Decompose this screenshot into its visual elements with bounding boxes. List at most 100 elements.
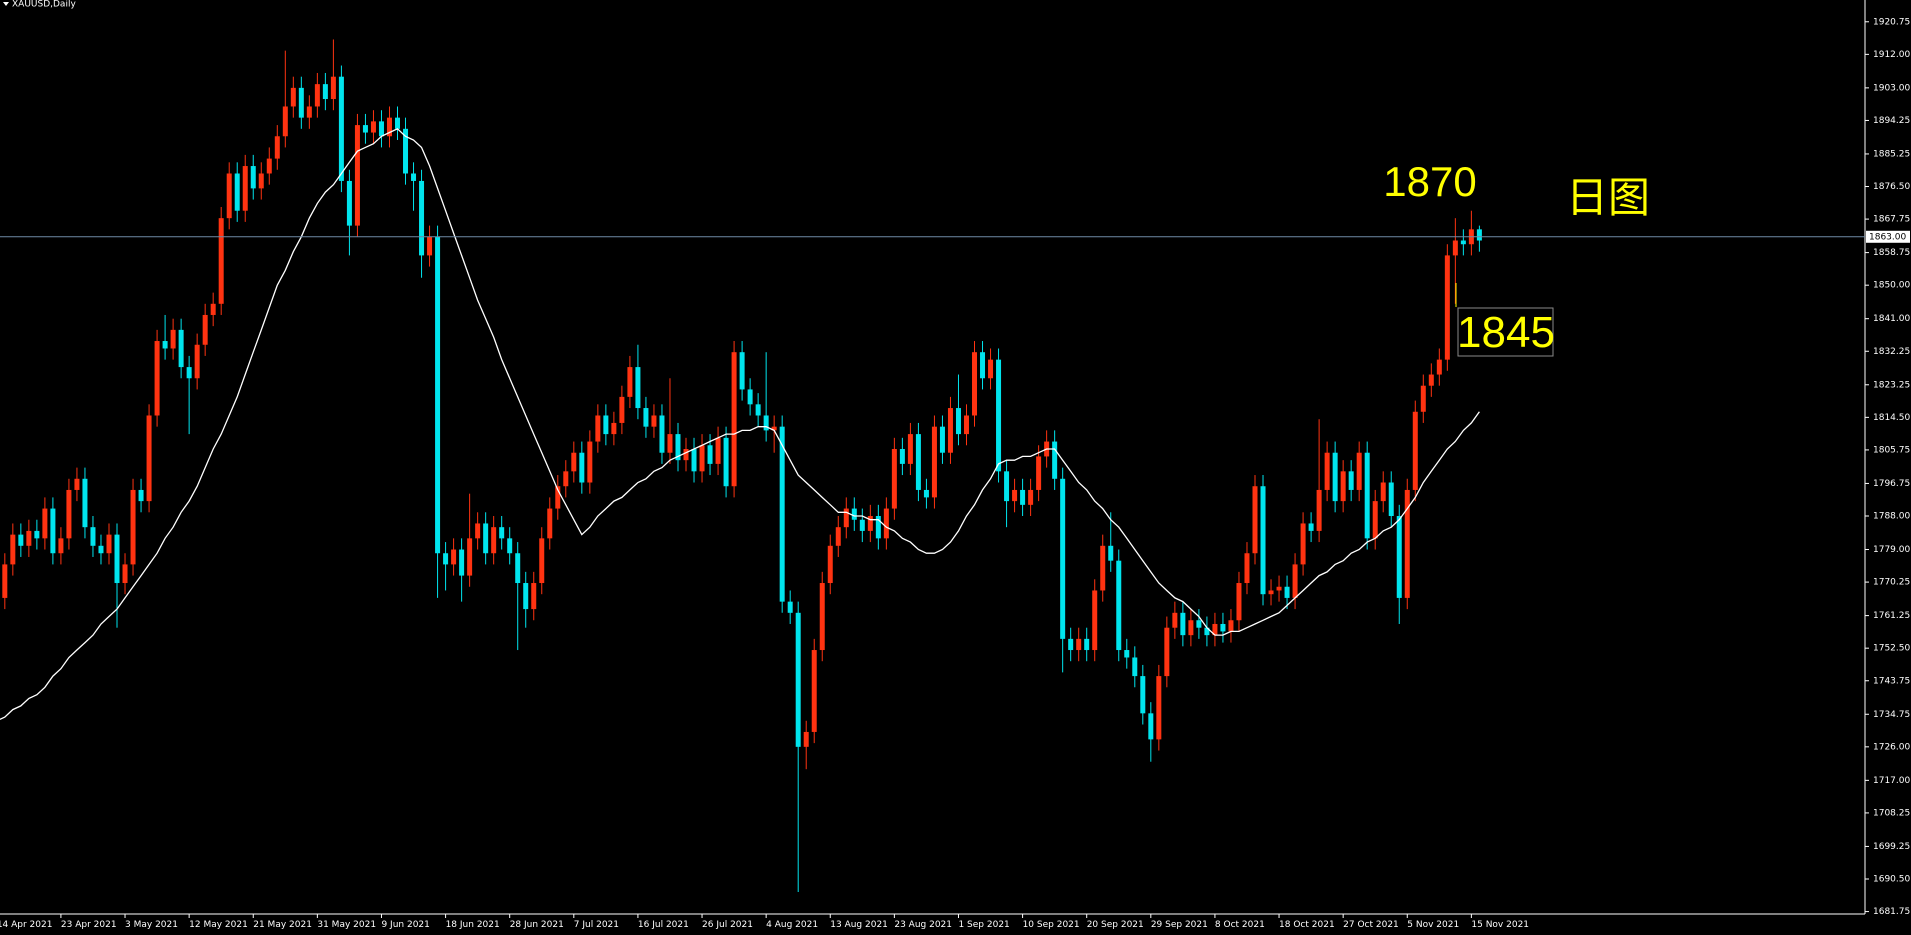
candle-body: [699, 445, 705, 472]
candle-body: [859, 519, 865, 531]
x-tick-label: 29 Sep 2021: [1151, 920, 1208, 930]
price-label-box: [1866, 230, 1910, 243]
x-tick-label: 9 Jun 2021: [381, 920, 429, 930]
y-tick-label: 1681.75: [1873, 907, 1910, 917]
candle-body: [563, 471, 569, 487]
candle-body: [1236, 583, 1242, 621]
x-tick-label: 8 Oct 2021: [1215, 920, 1265, 930]
candle-body: [1156, 676, 1162, 740]
candle-body: [651, 415, 657, 427]
y-tick-label: 1858.75: [1873, 248, 1910, 258]
candle-body: [266, 158, 272, 174]
candle-body: [210, 303, 216, 315]
candle-body: [1140, 676, 1146, 714]
candle-body: [763, 415, 769, 431]
candle-body: [1092, 590, 1098, 651]
candle-body: [1188, 620, 1194, 636]
candle-body: [899, 448, 905, 464]
candle-body: [1204, 627, 1210, 636]
candle-body: [659, 415, 665, 453]
candle-body: [1284, 586, 1290, 598]
candle-body: [1020, 489, 1026, 505]
x-tick-label: 7 Jul 2021: [574, 920, 619, 930]
y-tick-label: 1903.00: [1873, 83, 1910, 93]
x-tick-label: 3 May 2021: [125, 920, 178, 930]
candle-body: [403, 128, 409, 174]
annotation: 1870: [1383, 158, 1476, 205]
candle-body: [851, 508, 857, 520]
candle-body: [451, 549, 457, 565]
annotation: 日图: [1566, 174, 1650, 221]
x-tick-label: 5 Nov 2021: [1407, 920, 1459, 930]
candle-body: [1212, 623, 1218, 636]
candle-body: [811, 650, 817, 732]
candle-body: [611, 422, 617, 435]
x-tick-label: 10 Sep 2021: [1023, 920, 1080, 930]
candle-body: [1428, 374, 1434, 386]
candle-body: [475, 523, 481, 539]
candle-body: [1012, 489, 1018, 502]
candle-body: [1460, 240, 1466, 245]
candle-body: [1164, 627, 1170, 677]
candle-body: [42, 508, 48, 539]
candle-body: [731, 352, 737, 487]
candle-body: [1276, 586, 1282, 591]
x-tick-label: 14 Apr 2021: [0, 920, 52, 930]
x-tick-label: 1 Sep 2021: [958, 920, 1009, 930]
candle-body: [675, 434, 681, 461]
candle-body: [154, 341, 160, 416]
candle-body: [362, 125, 368, 133]
candle-body: [1260, 486, 1266, 595]
candle-body: [146, 415, 152, 502]
candle-body: [723, 437, 729, 487]
candle-body: [531, 583, 537, 610]
candle-body: [282, 106, 288, 137]
y-tick-label: 1708.25: [1873, 808, 1910, 818]
candle-body: [555, 486, 561, 509]
candle-body: [499, 527, 505, 539]
candle-body: [322, 84, 328, 100]
y-tick-label: 1743.75: [1873, 676, 1910, 686]
candle-body: [435, 236, 441, 554]
candle-body: [867, 516, 873, 531]
candle-body: [843, 508, 849, 528]
candle-body: [411, 173, 417, 181]
candle-body: [58, 538, 64, 554]
candle-body: [715, 437, 721, 464]
y-tick-label: 1823.25: [1873, 380, 1910, 390]
candle-body: [2, 564, 8, 598]
candle-body: [1228, 620, 1234, 632]
candle-body: [883, 508, 889, 539]
y-tick-label: 1885.25: [1873, 149, 1910, 159]
x-tick-label: 31 May 2021: [317, 920, 376, 930]
candle-body: [1308, 523, 1314, 531]
candle-body: [891, 448, 897, 509]
candle-body: [419, 180, 425, 256]
y-tick-label: 1726.00: [1873, 742, 1910, 752]
candle-body: [691, 448, 697, 472]
x-tick-label: 15 Nov 2021: [1471, 920, 1529, 930]
candle-body: [635, 367, 641, 409]
candle-body: [1316, 489, 1322, 531]
candle-body: [370, 121, 376, 133]
candle-body: [739, 352, 745, 390]
candle-body: [787, 601, 793, 613]
y-tick-label: 1796.75: [1873, 479, 1910, 489]
candle-body: [202, 314, 208, 345]
candle-body: [1364, 452, 1370, 539]
candle-body: [314, 84, 320, 107]
x-tick-label: 4 Aug 2021: [766, 920, 818, 930]
y-tick-label: 1788.00: [1873, 512, 1910, 522]
y-tick-label: 1867.75: [1873, 215, 1910, 225]
y-tick-label: 1779.00: [1873, 545, 1910, 555]
candle-body: [170, 329, 176, 349]
candle-body: [1004, 471, 1010, 502]
candle-body: [963, 415, 969, 435]
candle-body: [274, 136, 280, 159]
candle-body: [194, 344, 200, 379]
candle-body: [242, 166, 248, 211]
candle-body: [26, 530, 32, 546]
candle-body: [619, 396, 625, 423]
candle-body: [106, 534, 112, 554]
y-tick-label: 1717.00: [1873, 776, 1910, 786]
